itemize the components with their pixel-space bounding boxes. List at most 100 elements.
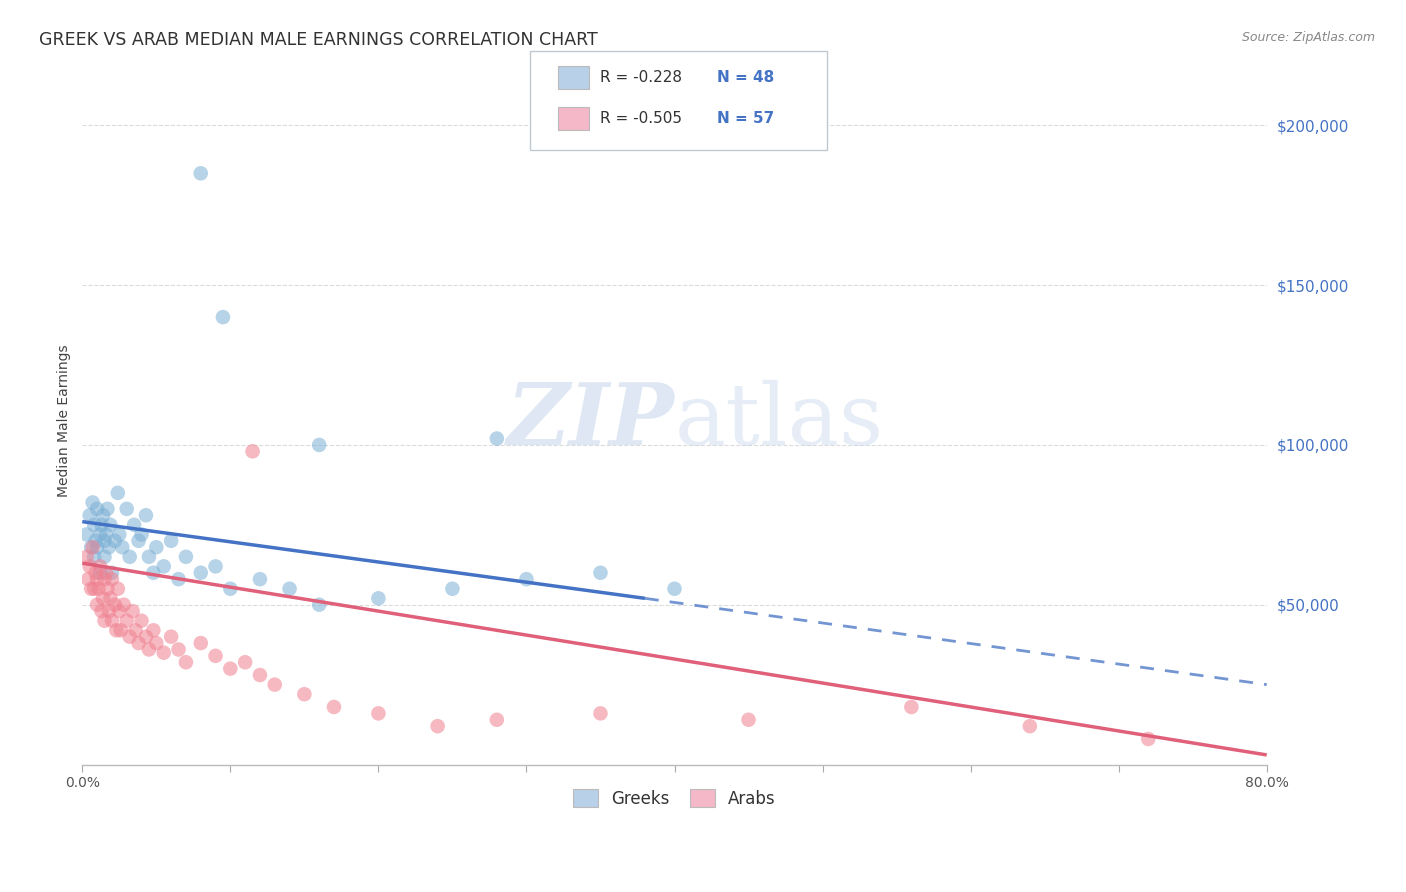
Point bbox=[96, 501, 118, 516]
Point bbox=[80, 582, 103, 596]
Point bbox=[900, 700, 922, 714]
Point bbox=[94, 566, 117, 580]
Point bbox=[110, 624, 132, 638]
Point bbox=[107, 582, 129, 596]
Point bbox=[128, 636, 150, 650]
Point bbox=[124, 624, 146, 638]
Point bbox=[104, 598, 127, 612]
Point bbox=[93, 533, 115, 548]
Point bbox=[118, 549, 141, 564]
Point bbox=[485, 713, 508, 727]
Point bbox=[112, 598, 135, 612]
Point bbox=[101, 566, 124, 580]
Point bbox=[101, 572, 124, 586]
Point bbox=[367, 706, 389, 721]
Point bbox=[152, 559, 174, 574]
Point bbox=[737, 713, 759, 727]
Point bbox=[79, 508, 101, 523]
Point bbox=[308, 598, 330, 612]
Point bbox=[97, 540, 120, 554]
Text: R = -0.505: R = -0.505 bbox=[600, 112, 682, 126]
Point bbox=[94, 527, 117, 541]
Point bbox=[323, 700, 346, 714]
Point bbox=[160, 630, 183, 644]
Point bbox=[174, 655, 197, 669]
Point bbox=[107, 486, 129, 500]
Point bbox=[589, 706, 612, 721]
Point bbox=[263, 678, 285, 692]
Point bbox=[212, 310, 235, 325]
Point bbox=[190, 636, 212, 650]
Point bbox=[426, 719, 449, 733]
Point bbox=[118, 630, 141, 644]
Point bbox=[167, 572, 190, 586]
Point bbox=[83, 517, 105, 532]
Point bbox=[86, 540, 108, 554]
Point bbox=[167, 642, 190, 657]
Point bbox=[104, 533, 127, 548]
Point bbox=[308, 438, 330, 452]
Point bbox=[589, 566, 612, 580]
Point bbox=[105, 624, 128, 638]
Point bbox=[100, 591, 122, 606]
Point bbox=[219, 662, 242, 676]
Point bbox=[242, 444, 264, 458]
Point bbox=[160, 533, 183, 548]
Point bbox=[122, 517, 145, 532]
Point bbox=[93, 549, 115, 564]
Point bbox=[90, 604, 112, 618]
Point bbox=[249, 572, 271, 586]
Point bbox=[83, 582, 105, 596]
Point bbox=[174, 549, 197, 564]
Point bbox=[204, 559, 226, 574]
Text: ZIP: ZIP bbox=[506, 379, 675, 463]
Point bbox=[367, 591, 389, 606]
Point bbox=[82, 495, 104, 509]
Point bbox=[91, 591, 114, 606]
Y-axis label: Median Male Earnings: Median Male Earnings bbox=[58, 344, 72, 497]
Text: Source: ZipAtlas.com: Source: ZipAtlas.com bbox=[1241, 31, 1375, 45]
Point bbox=[87, 582, 110, 596]
Point bbox=[83, 549, 105, 564]
Point bbox=[138, 642, 160, 657]
Point bbox=[128, 533, 150, 548]
Point bbox=[135, 508, 157, 523]
Point bbox=[219, 582, 242, 596]
Point bbox=[131, 614, 153, 628]
Point bbox=[515, 572, 537, 586]
Point bbox=[90, 517, 112, 532]
Point bbox=[115, 501, 138, 516]
Point bbox=[152, 646, 174, 660]
Point bbox=[100, 517, 122, 532]
Point bbox=[89, 527, 111, 541]
Point bbox=[86, 598, 108, 612]
Point bbox=[145, 636, 167, 650]
Point bbox=[96, 582, 118, 596]
Text: R = -0.228: R = -0.228 bbox=[600, 70, 682, 85]
Text: N = 57: N = 57 bbox=[717, 112, 775, 126]
Point bbox=[233, 655, 256, 669]
Point bbox=[93, 614, 115, 628]
Point bbox=[86, 572, 108, 586]
Point bbox=[278, 582, 301, 596]
Point bbox=[441, 582, 464, 596]
Point bbox=[93, 572, 115, 586]
Point bbox=[204, 648, 226, 663]
Point bbox=[190, 166, 212, 180]
Point bbox=[135, 630, 157, 644]
Point bbox=[97, 604, 120, 618]
Point bbox=[82, 540, 104, 554]
Point bbox=[138, 549, 160, 564]
Point bbox=[80, 540, 103, 554]
Point bbox=[115, 614, 138, 628]
Point bbox=[142, 624, 165, 638]
Point bbox=[101, 614, 124, 628]
Point bbox=[664, 582, 686, 596]
Point bbox=[108, 527, 131, 541]
Point bbox=[89, 566, 111, 580]
Point bbox=[485, 432, 508, 446]
Point bbox=[292, 687, 315, 701]
Point bbox=[142, 566, 165, 580]
Point bbox=[84, 566, 107, 580]
Point bbox=[145, 540, 167, 554]
